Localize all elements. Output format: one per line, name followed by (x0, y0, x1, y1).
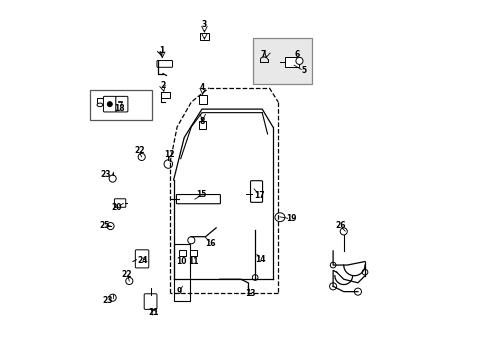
Text: 22: 22 (134, 147, 144, 156)
FancyBboxPatch shape (103, 96, 116, 112)
Text: 9: 9 (176, 287, 181, 296)
Circle shape (329, 283, 336, 290)
Text: 22: 22 (122, 270, 132, 279)
Text: 2: 2 (160, 81, 165, 90)
Text: 25: 25 (99, 221, 109, 230)
Circle shape (107, 102, 112, 107)
Circle shape (362, 269, 367, 275)
Text: 18: 18 (114, 104, 125, 113)
Text: 17: 17 (254, 192, 264, 201)
Circle shape (138, 153, 145, 161)
Bar (253, 38, 311, 84)
Bar (189, 250, 196, 256)
FancyBboxPatch shape (114, 199, 125, 207)
Bar (199, 121, 206, 129)
Circle shape (354, 288, 361, 295)
Text: 26: 26 (334, 221, 345, 230)
Text: 7: 7 (261, 50, 266, 59)
Bar (173, 244, 189, 301)
Circle shape (252, 275, 258, 280)
Circle shape (340, 228, 346, 235)
Text: 4: 4 (200, 84, 205, 93)
Text: 14: 14 (255, 255, 265, 264)
Circle shape (187, 237, 195, 244)
Text: 24: 24 (137, 256, 147, 265)
Circle shape (109, 294, 116, 301)
Text: 23: 23 (100, 170, 111, 179)
Text: 8: 8 (200, 117, 205, 126)
Text: 1: 1 (159, 46, 164, 55)
Text: 21: 21 (148, 309, 158, 318)
Bar (90, 90, 152, 120)
FancyBboxPatch shape (144, 294, 157, 309)
FancyBboxPatch shape (176, 194, 220, 204)
Text: 3: 3 (202, 19, 206, 28)
FancyBboxPatch shape (116, 96, 128, 112)
Bar (161, 92, 170, 99)
Circle shape (125, 278, 133, 284)
Text: 6: 6 (294, 50, 299, 59)
Bar (285, 57, 299, 67)
Text: 15: 15 (195, 190, 205, 199)
Circle shape (109, 175, 116, 182)
Text: 20: 20 (111, 203, 122, 212)
Bar (179, 250, 185, 256)
Circle shape (295, 57, 303, 64)
FancyBboxPatch shape (250, 181, 262, 202)
Bar (200, 33, 209, 40)
Text: 11: 11 (187, 257, 198, 266)
Text: 5: 5 (301, 66, 305, 75)
Text: 10: 10 (176, 257, 186, 266)
Text: 12: 12 (164, 150, 174, 159)
Circle shape (329, 262, 335, 268)
Text: 19: 19 (285, 215, 296, 224)
Bar (199, 95, 206, 104)
Circle shape (163, 160, 172, 168)
Text: 13: 13 (245, 289, 256, 298)
Text: 16: 16 (205, 239, 216, 248)
Text: 23: 23 (102, 296, 112, 305)
Ellipse shape (97, 103, 102, 107)
Circle shape (107, 222, 114, 230)
FancyBboxPatch shape (157, 60, 172, 67)
Ellipse shape (274, 213, 285, 222)
FancyBboxPatch shape (135, 250, 148, 268)
